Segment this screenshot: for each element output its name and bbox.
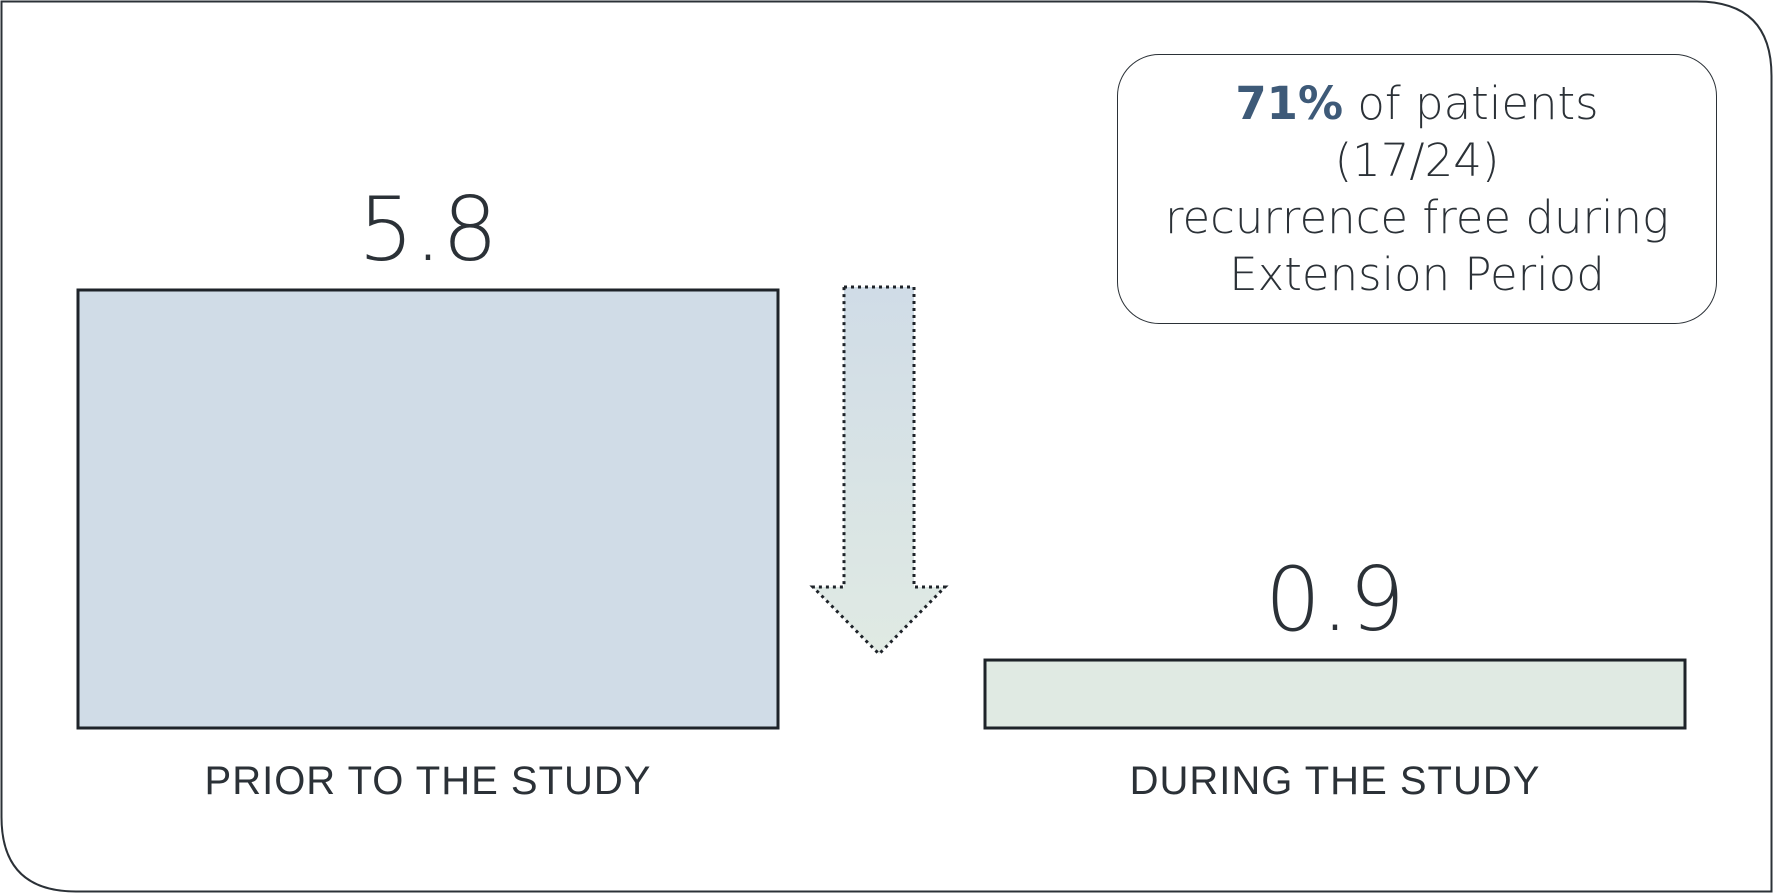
bar-2 — [983, 658, 1687, 730]
callout-line1: of patients (17/24) — [1334, 77, 1599, 187]
callout-percentage: 71% — [1235, 77, 1344, 130]
category-label-2: DURING THE STUDY — [1130, 759, 1541, 803]
callout-line3: Extension Period — [1229, 248, 1605, 301]
bar-1 — [76, 288, 780, 730]
category-label-1: PRIOR TO THE STUDY — [205, 759, 652, 803]
value-label-1: 5.8 — [358, 178, 498, 281]
callout-text: 71% of patients (17/24) recurrence free … — [1157, 75, 1677, 303]
decrease-arrow — [809, 285, 949, 657]
value-label-2: 0.9 — [1265, 548, 1405, 651]
recurrence-callout: 71% of patients (17/24) recurrence free … — [1117, 54, 1717, 324]
callout-line2: recurrence free during — [1164, 191, 1670, 244]
